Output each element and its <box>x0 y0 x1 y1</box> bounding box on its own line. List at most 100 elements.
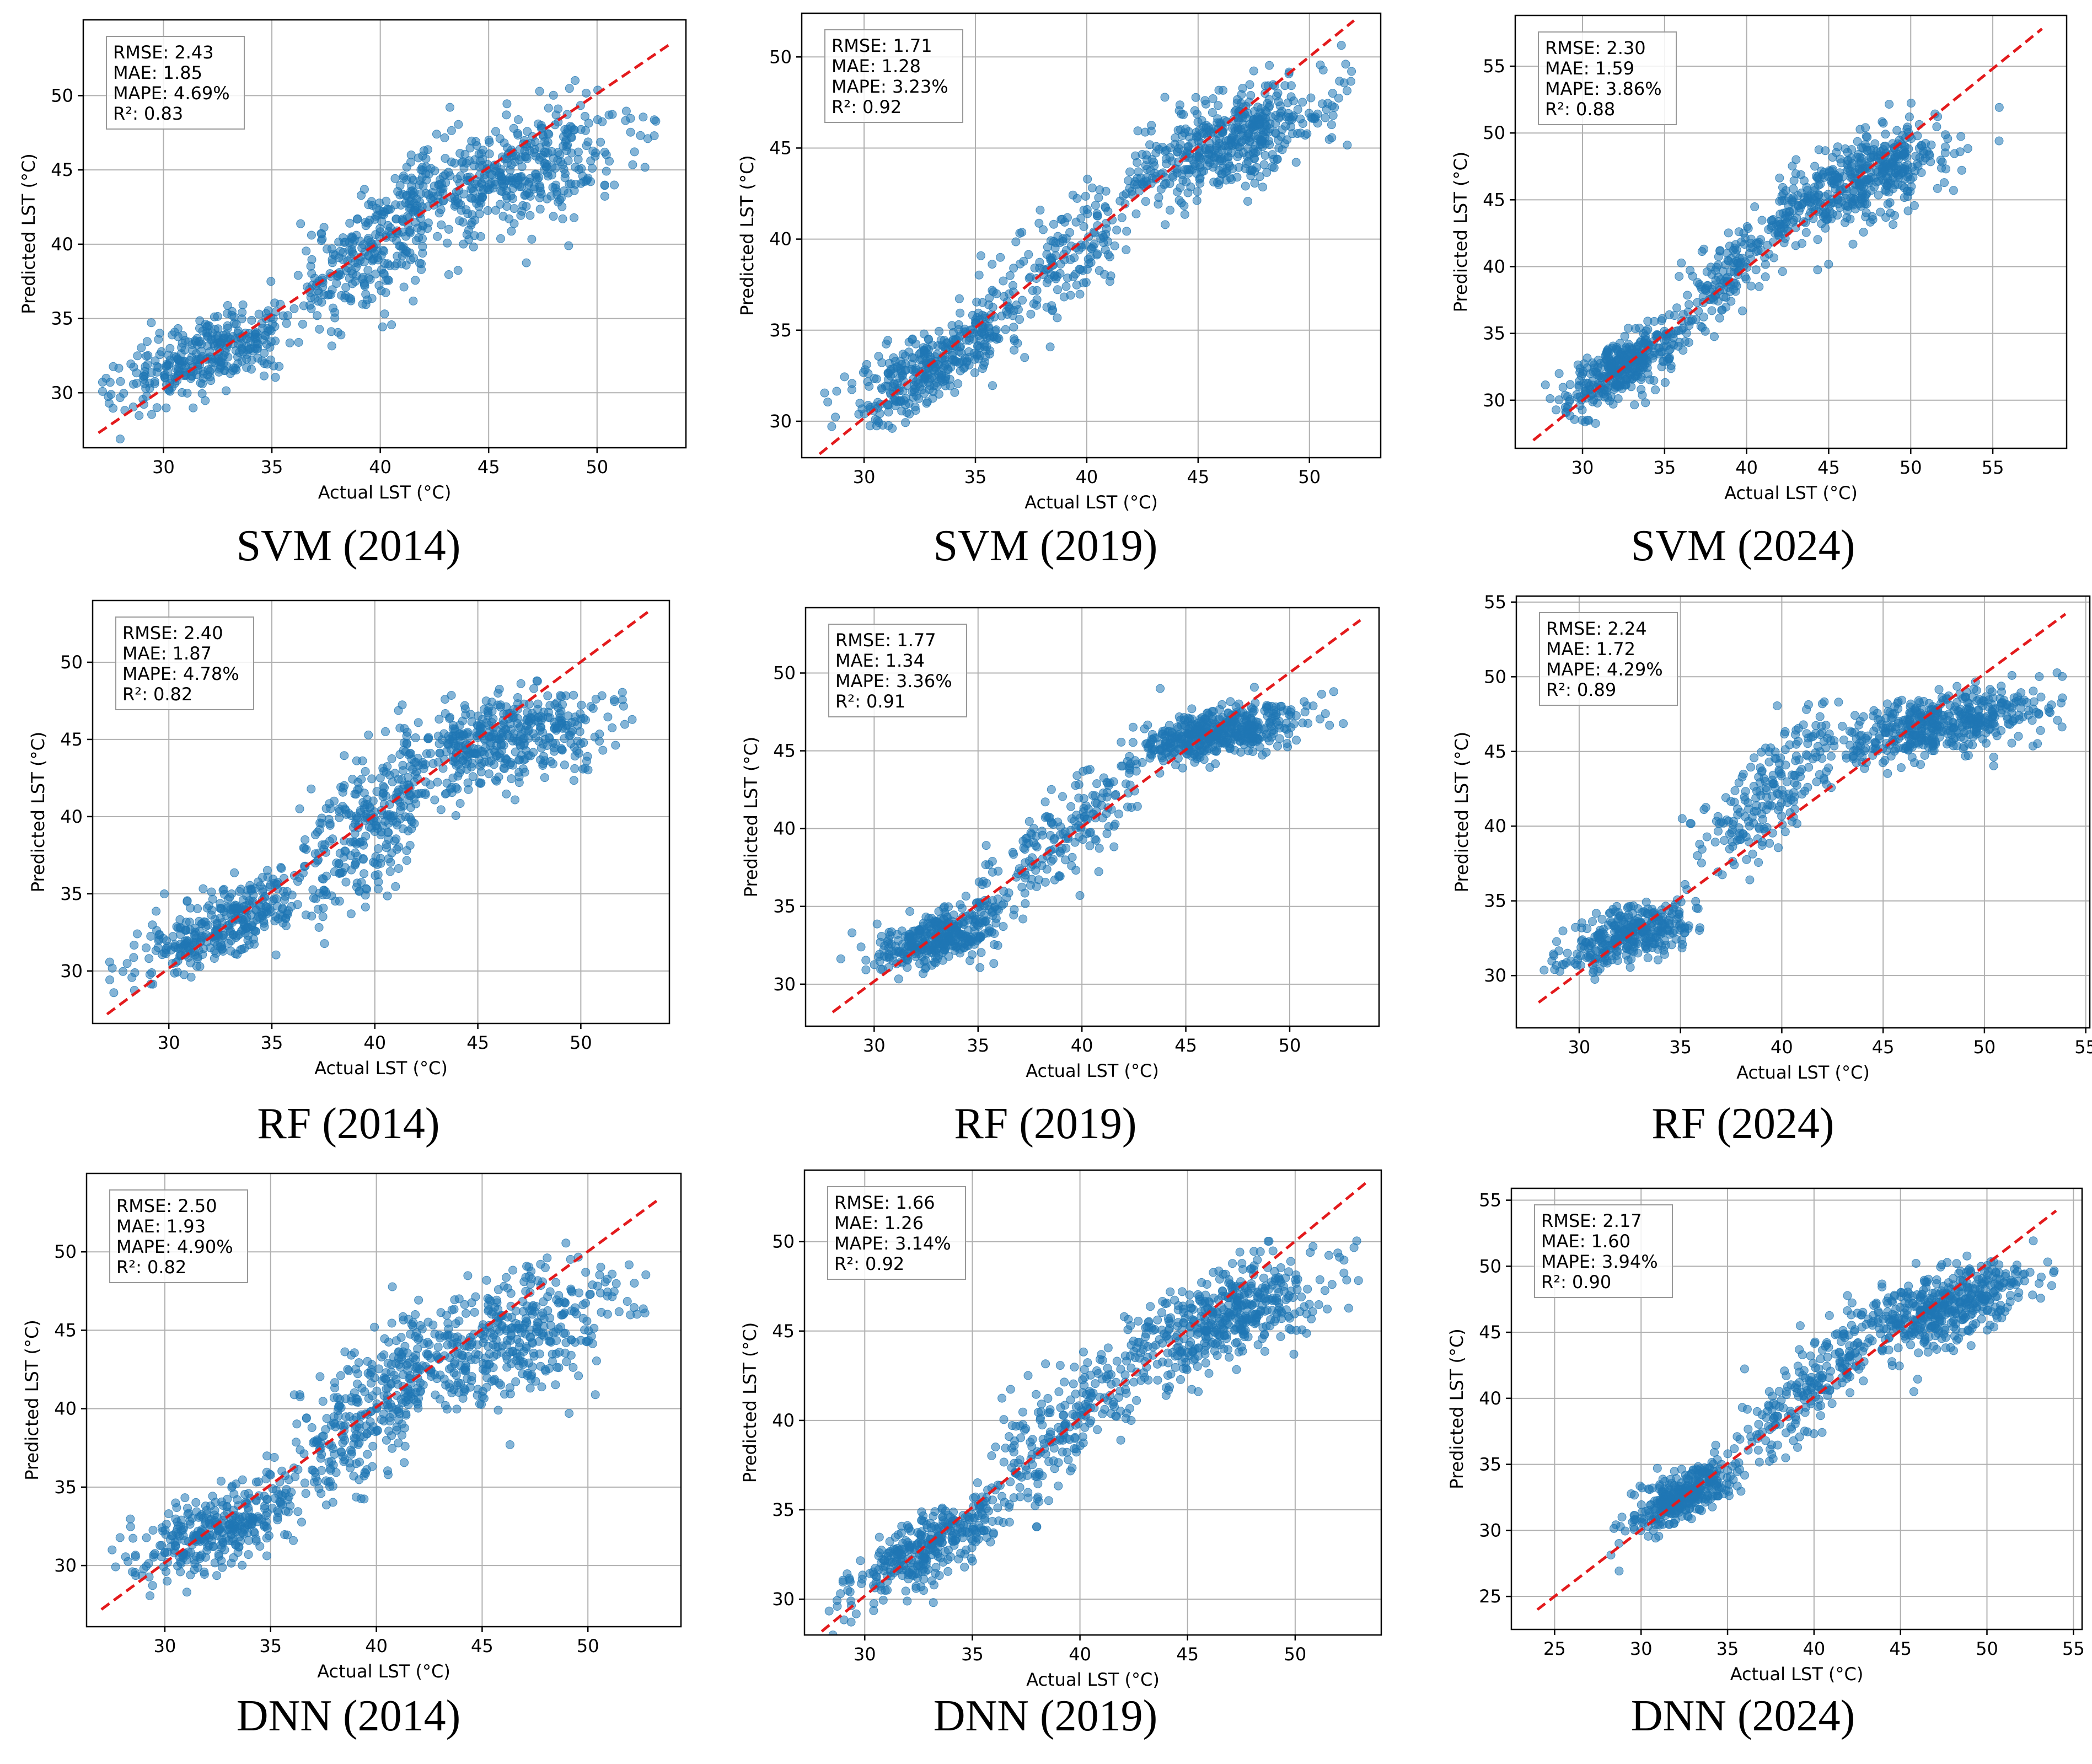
scatter-point <box>1779 238 1789 248</box>
scatter-point <box>549 153 558 163</box>
scatter-point <box>965 352 974 362</box>
scatter-point <box>254 877 263 887</box>
scatter-point <box>146 931 155 941</box>
scatter-point <box>919 329 929 339</box>
scatter-point <box>376 224 385 233</box>
scatter-point <box>1095 185 1104 195</box>
scatter-point <box>560 734 569 743</box>
scatter-point <box>363 265 373 275</box>
scatter-point <box>1874 190 1883 200</box>
scatter-point <box>984 928 993 937</box>
scatter-point <box>376 773 385 782</box>
scatter-point <box>1675 272 1684 281</box>
scatter-point <box>552 723 562 733</box>
scatter-point <box>1595 371 1604 380</box>
scatter-point <box>863 401 873 410</box>
scatter-point <box>582 757 591 766</box>
scatter-point <box>570 213 579 222</box>
scatter-point <box>514 768 524 777</box>
scatter-point <box>144 954 154 963</box>
scatter-point <box>333 328 342 337</box>
scatter-point <box>1098 789 1108 797</box>
scatter-point <box>311 830 320 839</box>
scatter-point <box>276 910 285 919</box>
scatter-point <box>1264 136 1273 146</box>
scatter-point <box>895 948 904 957</box>
scatter-point <box>872 919 882 929</box>
scatter-point <box>1887 157 1896 167</box>
scatter-point <box>1111 791 1120 800</box>
scatter-point <box>1095 844 1104 853</box>
scatter-point <box>1565 411 1575 420</box>
scatter-point <box>435 208 444 218</box>
scatter-point <box>487 706 497 716</box>
x-axis-label: Actual LST (°C) <box>1724 482 1858 503</box>
scatter-point <box>360 869 369 878</box>
x-tick-label: 35 <box>1653 457 1676 478</box>
scatter-point <box>1102 778 1112 787</box>
scatter-point <box>1018 296 1027 305</box>
scatter-point <box>1311 112 1320 122</box>
scatter-point <box>889 353 898 362</box>
scatter-point <box>318 840 327 850</box>
scatter-point <box>398 190 407 199</box>
scatter-point <box>231 346 240 355</box>
scatter-point <box>1273 742 1282 750</box>
scatter-point <box>1040 877 1050 887</box>
scatter-point <box>1746 234 1756 244</box>
scatter-point <box>884 408 893 417</box>
scatter-point <box>207 887 216 897</box>
scatter-point <box>460 701 469 710</box>
scatter-point <box>151 356 160 366</box>
scatter-point <box>259 916 268 926</box>
scatter-point <box>554 104 563 114</box>
scatter-point <box>1955 147 1965 157</box>
scatter-point <box>1885 100 1894 109</box>
scatter-point <box>1038 830 1047 840</box>
scatter-point <box>1094 193 1103 202</box>
scatter-point <box>1602 346 1612 355</box>
scatter-point <box>588 164 597 173</box>
scatter-point <box>951 927 960 936</box>
scatter-point <box>1255 172 1264 181</box>
scatter-point <box>1114 809 1123 819</box>
scatter-point <box>1680 337 1689 346</box>
scatter-point <box>357 243 367 253</box>
x-tick-label: 30 <box>1571 457 1594 478</box>
scatter-point <box>1275 101 1285 110</box>
scatter-point <box>883 382 892 391</box>
scatter-point <box>502 99 512 109</box>
scatter-point <box>162 943 171 953</box>
scatter-point <box>988 911 997 920</box>
scatter-point <box>1917 141 1927 151</box>
scatter-point <box>1026 309 1036 319</box>
scatter-point <box>321 804 331 813</box>
scatter-point <box>237 314 246 324</box>
scatter-point <box>989 959 999 968</box>
scatter-point <box>180 970 189 979</box>
scatter-point <box>1040 813 1050 822</box>
scatter-point <box>1909 201 1919 210</box>
scatter-point <box>1086 253 1095 262</box>
scatter-point <box>1213 178 1222 187</box>
scatter-point <box>314 288 324 298</box>
scatter-point <box>577 700 586 710</box>
scatter-point <box>294 337 303 347</box>
scatter-point <box>1883 174 1892 183</box>
scatter-point <box>566 739 576 748</box>
scatter-point <box>1637 385 1646 394</box>
scatter-point <box>1053 232 1063 241</box>
scatter-point <box>1643 317 1653 326</box>
scatter-point <box>212 948 221 958</box>
scatter-point <box>1347 67 1356 76</box>
scatter-point <box>582 175 592 185</box>
scatter-point <box>1853 137 1862 146</box>
scatter-point <box>453 174 462 184</box>
scatter-point <box>636 131 645 140</box>
scatter-point <box>1699 244 1709 254</box>
scatter-point <box>495 171 504 180</box>
scatter-point <box>1691 315 1701 324</box>
scatter-point <box>923 349 932 358</box>
scatter-point <box>1696 282 1705 291</box>
scatter-point <box>1781 186 1790 195</box>
